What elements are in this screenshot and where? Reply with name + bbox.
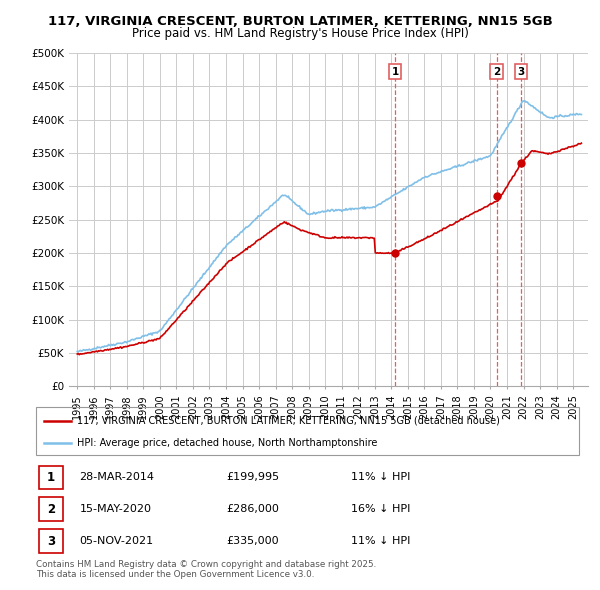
Text: Price paid vs. HM Land Registry's House Price Index (HPI): Price paid vs. HM Land Registry's House … xyxy=(131,27,469,40)
Text: 11% ↓ HPI: 11% ↓ HPI xyxy=(351,536,410,546)
Text: £286,000: £286,000 xyxy=(226,504,279,514)
Text: 3: 3 xyxy=(517,67,524,77)
Text: 1: 1 xyxy=(391,67,399,77)
Text: 1: 1 xyxy=(47,471,55,484)
Text: 2: 2 xyxy=(47,503,55,516)
Text: 2: 2 xyxy=(493,67,500,77)
Text: Contains HM Land Registry data © Crown copyright and database right 2025.
This d: Contains HM Land Registry data © Crown c… xyxy=(36,560,376,579)
Text: £199,995: £199,995 xyxy=(226,473,279,482)
Text: 05-NOV-2021: 05-NOV-2021 xyxy=(79,536,154,546)
Text: HPI: Average price, detached house, North Northamptonshire: HPI: Average price, detached house, Nort… xyxy=(77,438,377,448)
Text: £335,000: £335,000 xyxy=(226,536,278,546)
Text: 117, VIRGINIA CRESCENT, BURTON LATIMER, KETTERING, NN15 5GB (detached house): 117, VIRGINIA CRESCENT, BURTON LATIMER, … xyxy=(77,415,500,425)
Text: 15-MAY-2020: 15-MAY-2020 xyxy=(79,504,151,514)
Text: 16% ↓ HPI: 16% ↓ HPI xyxy=(351,504,410,514)
Text: 11% ↓ HPI: 11% ↓ HPI xyxy=(351,473,410,482)
Text: 3: 3 xyxy=(47,535,55,548)
Text: 28-MAR-2014: 28-MAR-2014 xyxy=(79,473,154,482)
Text: 117, VIRGINIA CRESCENT, BURTON LATIMER, KETTERING, NN15 5GB: 117, VIRGINIA CRESCENT, BURTON LATIMER, … xyxy=(47,15,553,28)
